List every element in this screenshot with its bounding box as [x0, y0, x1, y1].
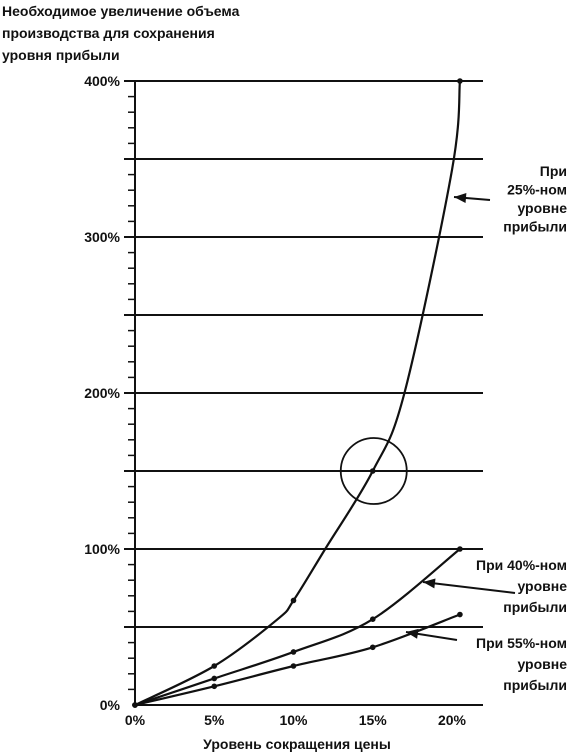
series-label-line: При 55%-ном [476, 635, 567, 651]
axes [128, 81, 483, 706]
data-point [211, 675, 218, 682]
data-point [369, 616, 376, 622]
arrowhead [423, 578, 436, 589]
data-point [290, 663, 297, 669]
chart-title-line: производства для сохранения [2, 25, 215, 41]
data-point [211, 663, 218, 669]
y-tick-label: 200% [84, 385, 120, 401]
data-point [211, 683, 218, 690]
highlight-circle [339, 437, 408, 505]
series-label-line: уровне [517, 200, 567, 216]
arrowhead [454, 193, 467, 203]
x-tick-labels: 0% 5% 10% 15% 20% [125, 712, 467, 728]
series-label-line: 25%-ном [507, 182, 567, 198]
data-point [369, 644, 376, 651]
x-axis-label: Уровень сокращения цены [203, 736, 391, 752]
grid-lines [124, 80, 483, 628]
y-tick-label: 100% [84, 541, 120, 557]
data-point [457, 546, 463, 552]
y-tick-label: 0% [100, 697, 121, 713]
data-point [457, 611, 463, 618]
series-group [132, 78, 463, 708]
series-label-line: При [540, 163, 567, 179]
series-label-line: прибыли [503, 599, 567, 615]
data-point [290, 597, 297, 604]
chart-title: Необходимое увеличение объема производств… [2, 3, 240, 63]
chart-title-line: уровня прибыли [2, 47, 120, 63]
annotation-arrow [422, 581, 516, 594]
x-tick-label: 5% [204, 712, 225, 728]
series-label-line: прибыли [503, 677, 567, 693]
series-label-line: уровне [517, 578, 567, 594]
data-point [369, 468, 376, 474]
data-point [290, 649, 297, 655]
data-point [457, 78, 463, 84]
x-tick-label: 0% [125, 712, 146, 728]
series-label-line: прибыли [503, 219, 567, 235]
chart-title-line: Необходимое увеличение объема [2, 3, 240, 19]
data-point [132, 702, 138, 708]
y-tick-label: 300% [84, 229, 120, 245]
x-tick-label: 10% [279, 712, 308, 728]
series-label-line: уровне [517, 656, 567, 672]
arrowhead [406, 628, 419, 639]
series-label-line: При 40%-ном [476, 557, 567, 573]
x-tick-label: 20% [438, 712, 467, 728]
series-line-3 [134, 613, 461, 707]
y-tick-labels: 0% 100% 200% 300% 400% [84, 73, 120, 713]
series-line-1 [134, 80, 462, 706]
annotations: При 25%-ном уровне прибыли При 40%-ном уровне… [405, 163, 567, 693]
y-tick-label: 400% [84, 73, 120, 89]
x-tick-label: 15% [359, 712, 388, 728]
